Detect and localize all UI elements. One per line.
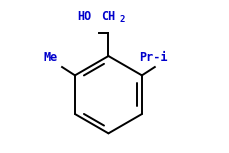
- Text: Me: Me: [43, 51, 57, 64]
- Text: 2: 2: [120, 15, 125, 24]
- Text: CH: CH: [102, 10, 116, 23]
- Text: Pr-i: Pr-i: [139, 51, 168, 64]
- Text: HO: HO: [77, 10, 92, 23]
